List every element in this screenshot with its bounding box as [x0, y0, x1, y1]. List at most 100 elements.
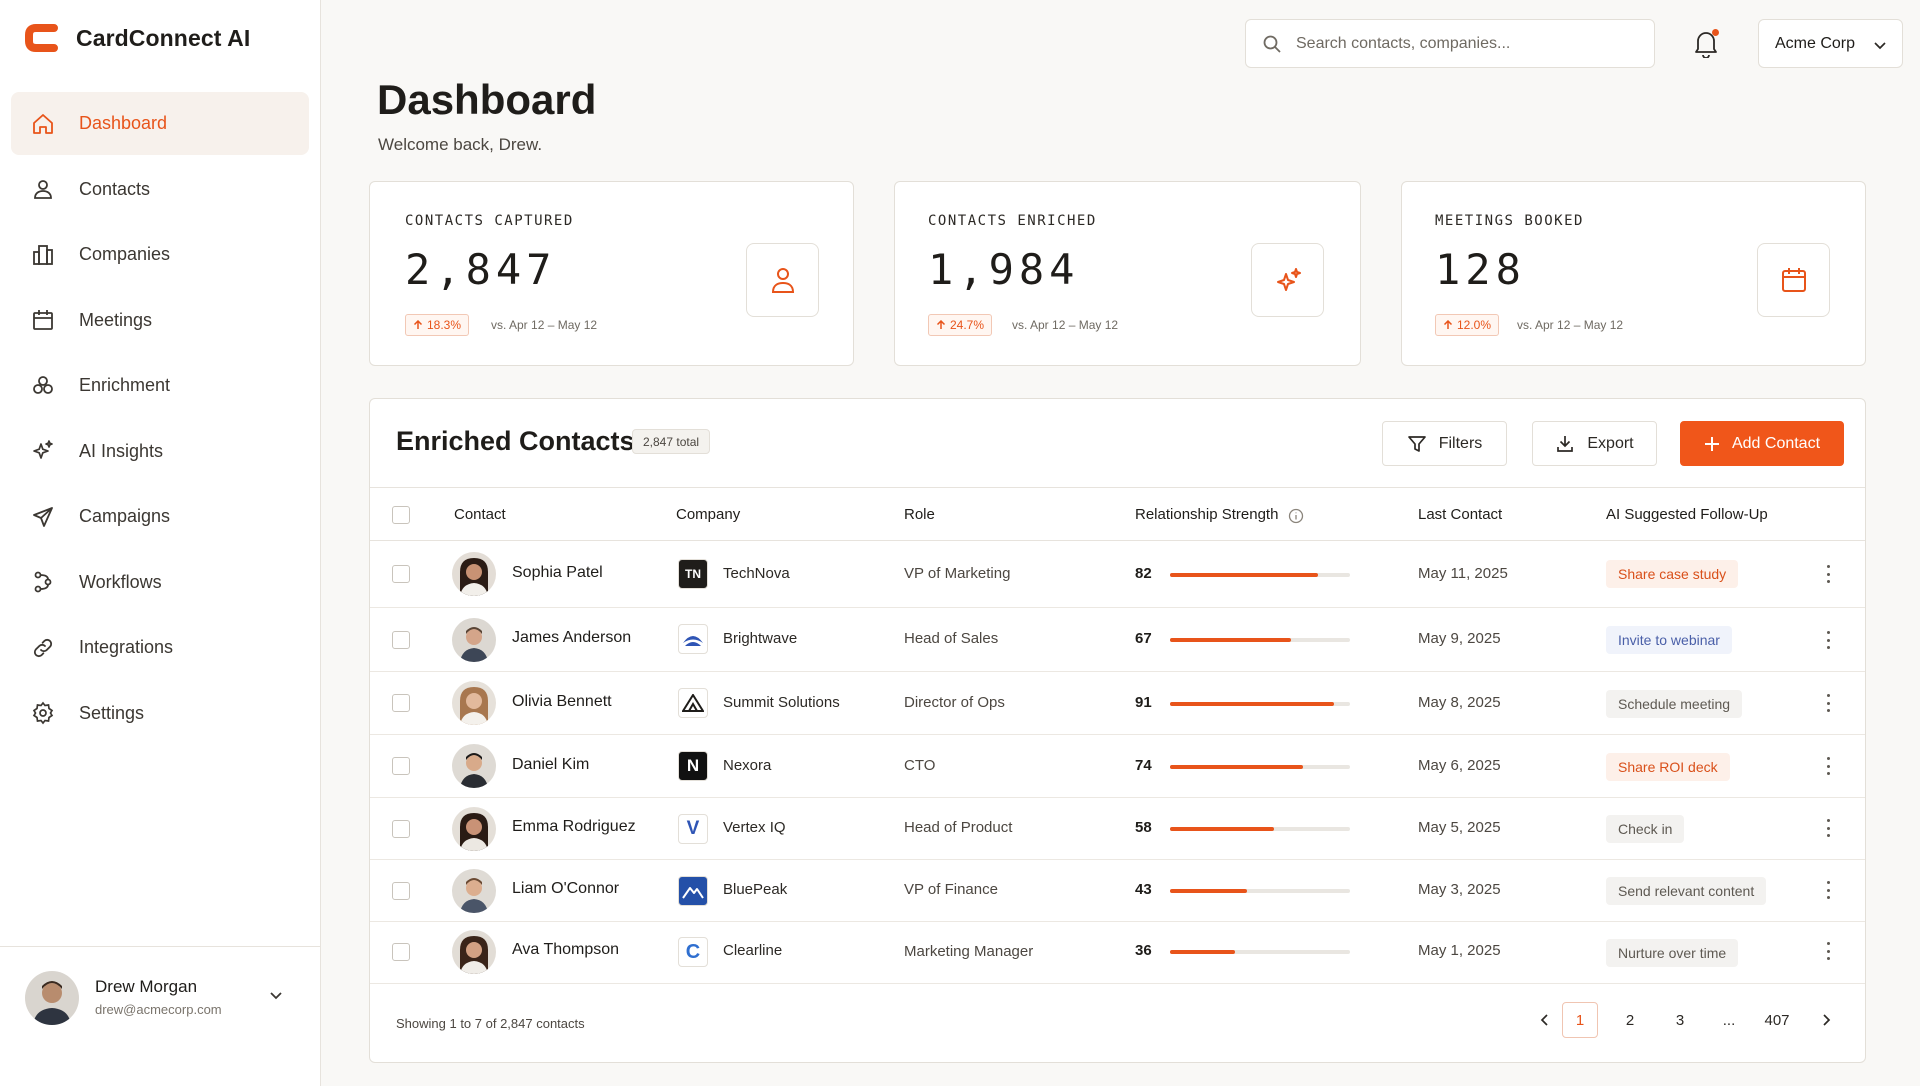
sidebar-item-workflows[interactable]: Workflows — [11, 551, 309, 614]
page-2-button[interactable]: 2 — [1625, 1011, 1635, 1029]
strength-value: 36 — [1135, 942, 1152, 959]
contact-name[interactable]: Olivia Bennett — [512, 693, 612, 710]
sidebar-item-integrations[interactable]: Integrations — [11, 616, 309, 679]
table-row[interactable]: Ava Thompson C Clearline Marketing Manag… — [370, 922, 1865, 984]
follow-up-tag[interactable]: Share ROI deck — [1606, 753, 1730, 781]
row-menu-icon[interactable] — [1818, 628, 1838, 652]
sidebar-item-contacts[interactable]: Contacts — [11, 158, 309, 221]
row-checkbox[interactable] — [392, 694, 410, 712]
page-last-button[interactable]: 407 — [1764, 1011, 1790, 1029]
page-1-button[interactable]: 1 — [1562, 1002, 1598, 1038]
row-menu-icon[interactable] — [1818, 754, 1838, 778]
row-menu-icon[interactable] — [1818, 816, 1838, 840]
column-header-company[interactable]: Company — [676, 506, 741, 523]
contact-name[interactable]: Liam O'Connor — [512, 880, 620, 897]
sidebar-item-settings[interactable]: Settings — [11, 682, 309, 745]
contact-name[interactable]: Daniel Kim — [512, 756, 590, 773]
last-contact-date: May 8, 2025 — [1418, 694, 1501, 711]
contact-name[interactable]: James Anderson — [512, 629, 632, 646]
calendar-icon — [29, 306, 57, 334]
brand-name: CardConnect AI — [76, 24, 251, 51]
chevron-down-icon[interactable] — [268, 987, 284, 1003]
kpi-change: 18.3% — [427, 318, 462, 332]
column-header-relationship-strength[interactable]: Relationship Strength — [1135, 506, 1279, 523]
sidebar-item-ai-insights[interactable]: AI Insights — [11, 420, 309, 483]
sidebar-item-label: Workflows — [79, 571, 162, 592]
search-input[interactable] — [1296, 34, 1626, 53]
column-header-contact[interactable]: Contact — [454, 506, 506, 523]
column-header-last-contact[interactable]: Last Contact — [1418, 506, 1503, 523]
sidebar-item-label: Meetings — [79, 309, 153, 330]
kpi-compare: vs. Apr 12 – May 12 — [1012, 318, 1119, 332]
sidebar-item-companies[interactable]: Companies — [11, 223, 309, 286]
add-contact-button[interactable]: Add Contact — [1680, 421, 1844, 466]
sidebar-item-meetings[interactable]: Meetings — [11, 289, 309, 352]
row-menu-icon[interactable] — [1818, 878, 1838, 902]
info-icon[interactable] — [1288, 508, 1304, 524]
strength-bar — [1170, 702, 1350, 706]
row-checkbox[interactable] — [392, 757, 410, 775]
notifications-button[interactable] — [1692, 28, 1720, 58]
page-3-button[interactable]: 3 — [1675, 1011, 1685, 1029]
user-name: Drew Morgan — [95, 977, 198, 996]
row-checkbox[interactable] — [392, 820, 410, 838]
vertex-iq-logo-icon: V — [678, 814, 708, 844]
nexora-logo-icon: N — [678, 751, 708, 781]
user-profile[interactable]: Drew Morgan drew@acmecorp.com — [0, 946, 320, 1086]
column-header-role[interactable]: Role — [904, 506, 935, 523]
download-icon — [1557, 435, 1574, 452]
calendar-icon — [1757, 243, 1830, 317]
contact-role: Marketing Manager — [904, 943, 1034, 960]
column-header-ai-follow-up[interactable]: AI Suggested Follow-Up — [1606, 506, 1768, 523]
sidebar-item-label: Dashboard — [79, 113, 168, 133]
page-subtitle: Welcome back, Drew. — [378, 135, 543, 154]
kpi-card-contacts-captured: CONTACTS CAPTURED 2,847 18.3% vs. Apr 12… — [369, 181, 854, 366]
previous-page-button[interactable] — [1527, 1002, 1563, 1038]
follow-up-tag[interactable]: Nurture over time — [1606, 939, 1739, 967]
row-checkbox[interactable] — [392, 631, 410, 649]
follow-up-tag[interactable]: Check in — [1606, 815, 1685, 843]
follow-up-tag[interactable]: Schedule meeting — [1606, 690, 1743, 718]
sidebar-item-campaigns[interactable]: Campaigns — [11, 485, 309, 548]
export-label[interactable]: Export — [1587, 434, 1634, 452]
row-menu-icon[interactable] — [1818, 562, 1838, 586]
table-row[interactable]: Emma Rodriguez V Vertex IQ Head of Produ… — [370, 798, 1865, 860]
filters-button[interactable]: Filters — [1382, 421, 1507, 466]
summit-solutions-logo-icon — [678, 688, 708, 718]
table-row[interactable]: Liam O'Connor BluePeak VP of Finance 43 … — [370, 860, 1865, 922]
sidebar-item-enrichment[interactable]: Enrichment — [11, 354, 309, 417]
row-checkbox[interactable] — [392, 565, 410, 583]
chevron-down-icon — [1872, 37, 1888, 53]
next-page-button[interactable] — [1808, 1002, 1844, 1038]
contact-name[interactable]: Emma Rodriguez — [512, 818, 636, 835]
table-row[interactable]: Sophia Patel TN TechNova VP of Marketing… — [370, 541, 1865, 608]
row-checkbox[interactable] — [392, 943, 410, 961]
sidebar-item-label: AI Insights — [79, 440, 164, 461]
follow-up-tag[interactable]: Share case study — [1606, 560, 1739, 588]
sidebar-nav: Dashboard Contacts Companies Meetings En… — [11, 92, 309, 747]
follow-up-tag[interactable]: Invite to webinar — [1606, 626, 1732, 654]
avatar — [452, 869, 496, 913]
table-row[interactable]: James Anderson Brightwave Head of Sales … — [370, 608, 1865, 672]
search-bar[interactable] — [1245, 19, 1655, 68]
org-selector[interactable]: Acme Corp — [1758, 19, 1903, 68]
row-checkbox[interactable] — [392, 882, 410, 900]
sidebar-item-label: Campaigns — [79, 506, 171, 526]
brand[interactable]: CardConnect AI — [24, 22, 250, 54]
follow-up-tag[interactable]: Send relevant content — [1606, 877, 1767, 905]
sidebar-item-dashboard[interactable]: Dashboard — [11, 92, 309, 155]
export-button[interactable]: Export — [1532, 421, 1657, 466]
notification-dot — [1712, 29, 1719, 36]
clearline-logo-icon: C — [678, 937, 708, 967]
table-row[interactable]: Daniel Kim N Nexora CTO 74 May 6, 2025 S… — [370, 735, 1865, 798]
contact-name[interactable]: Sophia Patel — [512, 564, 603, 581]
kpi-value: 2,847 — [405, 245, 557, 294]
row-menu-icon[interactable] — [1818, 691, 1838, 715]
contact-name[interactable]: Ava Thompson — [512, 941, 620, 958]
select-all-checkbox[interactable] — [392, 506, 410, 524]
avatar — [25, 971, 79, 1025]
kpi-change: 12.0% — [1457, 318, 1492, 332]
table-row[interactable]: Olivia Bennett Summit Solutions Director… — [370, 672, 1865, 735]
row-menu-icon[interactable] — [1818, 939, 1838, 963]
kpi-change-badge: 24.7% — [928, 314, 993, 336]
